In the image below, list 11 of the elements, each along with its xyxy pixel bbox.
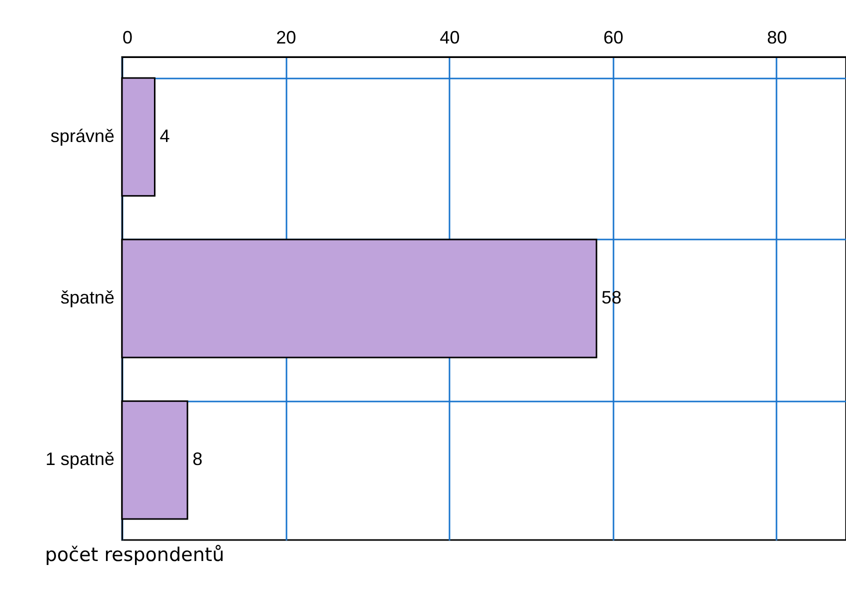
x-tick-label: 0 [122,28,133,48]
x-tick-label: 60 [603,28,624,48]
x-tick-label: 80 [766,28,787,48]
y-tick-label: 1 spatně [45,449,114,470]
x-axis-title: počet respondentů [44,544,224,566]
y-tick-label: správně [50,126,114,146]
y-tick-label: špatně [60,288,114,308]
x-tick-label: 40 [440,28,460,48]
data-label: 4 [160,126,170,146]
data-label: 8 [192,449,202,470]
x-tick-label: 20 [276,28,296,48]
